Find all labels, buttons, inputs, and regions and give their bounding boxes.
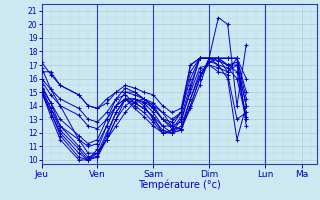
X-axis label: Température (°c): Température (°c)	[138, 180, 220, 190]
